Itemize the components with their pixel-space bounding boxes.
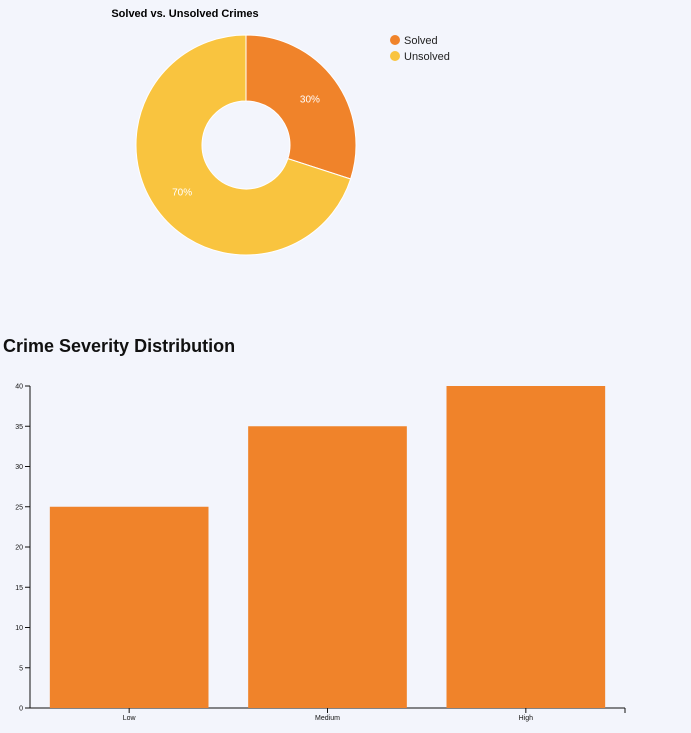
donut-slice-label-solved: 30% [300, 95, 320, 106]
legend-label-solved: Solved [404, 35, 438, 47]
x-tick-label-low: Low [123, 715, 137, 722]
donut-slice-label-unsolved: 70% [172, 187, 192, 198]
donut-chart: Solved vs. Unsolved Crimes 30% 70% Solved… [111, 8, 450, 256]
y-tick-label: 20 [15, 545, 23, 552]
x-tick-label-high: High [519, 715, 534, 722]
bar-chart: 0 5 10 15 20 25 30 35 40 Low Medium High [15, 384, 626, 722]
donut-slice-unsolved[interactable] [135, 34, 352, 256]
bar-medium[interactable] [248, 426, 407, 708]
y-tick-label: 35 [15, 424, 23, 431]
y-tick-label: 25 [15, 504, 23, 511]
donut-legend: Solved Unsolved [390, 35, 450, 63]
legend-swatch-unsolved [390, 51, 400, 61]
legend-item-unsolved[interactable]: Unsolved [390, 51, 450, 63]
legend-label-unsolved: Unsolved [404, 51, 450, 63]
x-tick-label-medium: Medium [315, 715, 340, 722]
donut-slice-solved[interactable] [245, 34, 357, 180]
y-tick-label: 0 [19, 706, 23, 713]
legend-item-solved[interactable]: Solved [390, 35, 438, 47]
y-tick-label: 40 [15, 384, 23, 391]
y-tick-label: 15 [15, 585, 23, 592]
legend-swatch-solved [390, 35, 400, 45]
y-tick-label: 30 [15, 464, 23, 471]
bar-low[interactable] [49, 506, 209, 708]
bar-chart-bars [49, 386, 606, 708]
y-tick-label: 10 [15, 625, 23, 632]
donut-chart-title: Solved vs. Unsolved Crimes [111, 8, 258, 20]
y-tick-label: 5 [19, 665, 23, 672]
bar-chart-heading: Crime Severity Distribution [3, 336, 236, 356]
donut-slices: 30% 70% [135, 34, 357, 256]
bar-high[interactable] [446, 386, 606, 708]
